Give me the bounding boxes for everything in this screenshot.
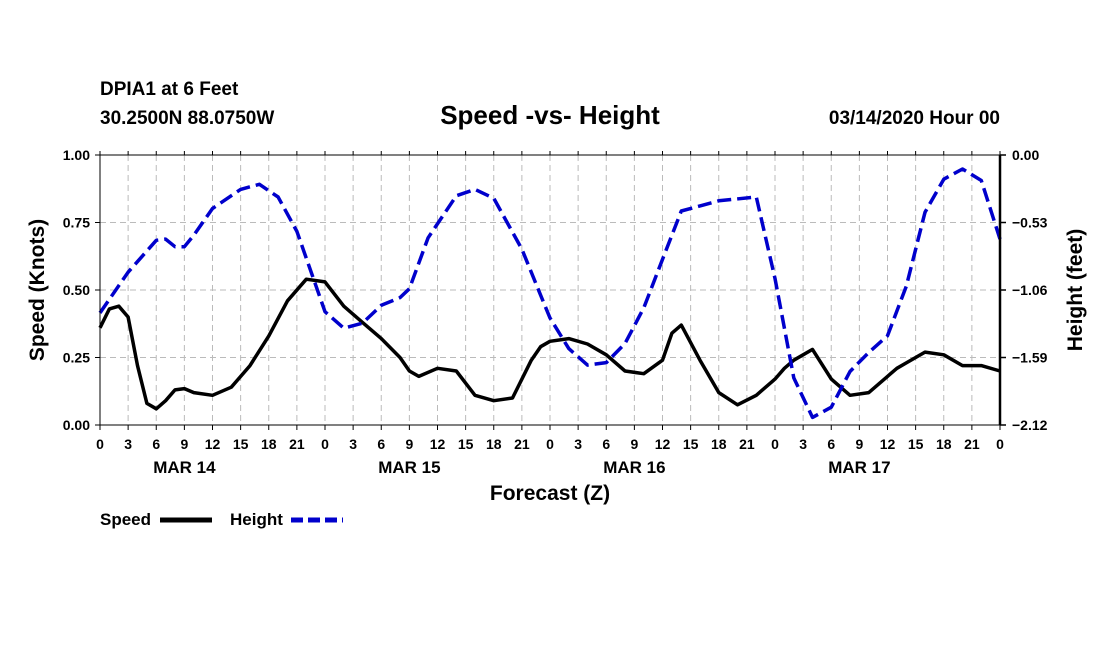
x-tick-label: 12 — [655, 436, 671, 452]
station-label: DPIA1 at 6 Feet — [100, 79, 239, 100]
right-axis-title: Height (feet) — [1064, 229, 1087, 352]
x-tick-label: 18 — [936, 436, 952, 452]
day-label: MAR 14 — [153, 458, 216, 477]
left-tick-label: 0.00 — [63, 417, 90, 433]
day-label: MAR 15 — [378, 458, 440, 477]
x-tick-label: 0 — [96, 436, 104, 452]
left-tick-label: 0.25 — [63, 350, 90, 366]
x-tick-label: 0 — [996, 436, 1004, 452]
legend-height-label: Height — [230, 510, 283, 529]
right-tick-label: −1.06 — [1012, 282, 1048, 298]
x-tick-label: 15 — [683, 436, 699, 452]
left-tick-label: 0.75 — [63, 215, 90, 231]
right-tick-label: −2.12 — [1012, 417, 1048, 433]
x-tick-label: 15 — [233, 436, 249, 452]
x-tick-label: 9 — [855, 436, 863, 452]
x-tick-label: 0 — [771, 436, 779, 452]
left-tick-label: 1.00 — [63, 147, 90, 163]
x-tick-label: 0 — [546, 436, 554, 452]
x-tick-label: 18 — [486, 436, 502, 452]
x-tick-label: 9 — [405, 436, 413, 452]
series-line-height — [98, 167, 1002, 420]
series-line-speed — [98, 277, 1001, 411]
x-tick-label: 21 — [514, 436, 530, 452]
x-tick-label: 6 — [152, 436, 160, 452]
day-label: MAR 16 — [603, 458, 665, 477]
legend-speed-label: Speed — [100, 510, 151, 529]
x-tick-label: 12 — [430, 436, 446, 452]
x-tick-label: 15 — [908, 436, 924, 452]
x-tick-label: 21 — [289, 436, 305, 452]
right-tick-label: −0.53 — [1012, 215, 1048, 231]
x-tick-label: 0 — [321, 436, 329, 452]
axis-ticks: 0 3 6 9 12 15 18 21 0 3 6 9 12 15 18 21 0 3 6 9 12 15 18 21 0 3 6 9… — [63, 147, 1048, 477]
right-tick-label: −1.59 — [1012, 350, 1048, 366]
right-tick-label: 0.00 — [1012, 147, 1039, 163]
x-tick-label: 21 — [739, 436, 755, 452]
x-tick-label: 18 — [261, 436, 277, 452]
grid — [100, 155, 1000, 425]
x-tick-label: 6 — [827, 436, 835, 452]
x-tick-label: 3 — [574, 436, 582, 452]
chart-title: Speed -vs- Height — [440, 100, 660, 130]
legend: Speed Height — [100, 510, 343, 529]
datetime-label: 03/14/2020 Hour 00 — [829, 108, 1000, 129]
x-axis-title: Forecast (Z) — [490, 482, 610, 505]
x-tick-label: 15 — [458, 436, 474, 452]
x-tick-label: 3 — [799, 436, 807, 452]
x-tick-label: 9 — [630, 436, 638, 452]
x-tick-label: 12 — [880, 436, 896, 452]
x-tick-label: 3 — [124, 436, 132, 452]
x-tick-label: 3 — [349, 436, 357, 452]
x-tick-label: 9 — [180, 436, 188, 452]
x-tick-label: 6 — [377, 436, 385, 452]
coords-label: 30.2500N 88.0750W — [100, 108, 274, 129]
x-tick-label: 21 — [964, 436, 980, 452]
left-axis-title: Speed (Knots) — [26, 219, 49, 361]
left-tick-label: 0.50 — [63, 282, 90, 298]
day-label: MAR 17 — [828, 458, 890, 477]
x-tick-label: 12 — [205, 436, 221, 452]
x-tick-label: 6 — [602, 436, 610, 452]
series-lines — [98, 167, 1002, 420]
x-tick-label: 18 — [711, 436, 727, 452]
